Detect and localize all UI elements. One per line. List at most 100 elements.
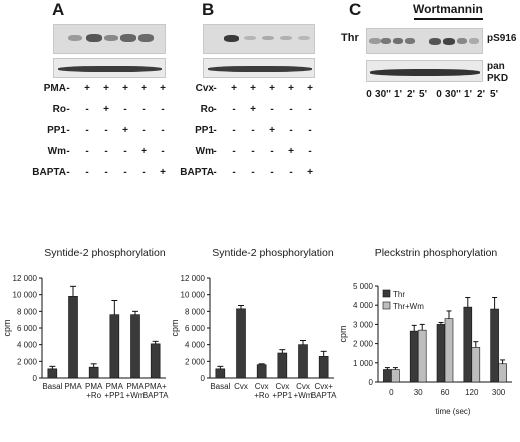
time-label: 30'': [375, 89, 391, 100]
y-tick-label: 3 000: [353, 320, 374, 329]
bar: [151, 344, 160, 378]
treatment-sign: +: [248, 104, 258, 115]
wortmannin-label: Wortmannin: [413, 2, 483, 16]
y-tick-label: 8 000: [17, 307, 38, 316]
x-tick-label: Cvx: [255, 382, 269, 391]
treatment-sign: -: [158, 125, 168, 136]
bar-thr-wm: [472, 347, 480, 382]
x-tick-label: PMA+: [145, 382, 167, 391]
treatment-sign: -: [305, 104, 315, 115]
y-tick-label: 0: [33, 374, 38, 383]
bar-thr: [491, 309, 499, 382]
thr-label: Thr: [341, 33, 359, 44]
y-tick-label: 6 000: [185, 324, 206, 333]
treatment-sign: -: [305, 146, 315, 157]
treatment-sign: +: [101, 104, 111, 115]
x-axis-label: time (sec): [435, 407, 470, 416]
treatment-sign: +: [139, 146, 149, 157]
treatment-sign: -: [286, 125, 296, 136]
treatment-sign: +: [229, 83, 239, 94]
x-tick-label: Cvx: [275, 382, 289, 391]
bar: [278, 353, 287, 378]
x-tick-label: PMA: [85, 382, 103, 391]
treatment-sign: +: [267, 83, 277, 94]
treatment-sign: +: [139, 83, 149, 94]
x-tick-label: 120: [465, 388, 479, 397]
treatment-sign: -: [229, 167, 239, 178]
pan-label: pan: [487, 61, 505, 72]
bar-thr: [464, 307, 472, 382]
x-tick-label: +Ro: [86, 391, 101, 400]
y-tick-label: 4 000: [17, 341, 38, 350]
blot-A-total: [53, 58, 166, 78]
bar-thr: [383, 370, 391, 382]
time-label: 30'': [445, 89, 461, 100]
treatment-sign: -: [158, 146, 168, 157]
legend-label: Thr: [393, 290, 405, 299]
treatment-sign: -: [210, 125, 220, 136]
treatment-sign: -: [229, 125, 239, 136]
treatment-sign: -: [286, 104, 296, 115]
legend-swatch: [383, 302, 390, 309]
x-tick-label: BAPTA: [143, 391, 169, 400]
chart3-pleckstrin: 0 1 000 2 000 3 000 4 000 5 000 cpm 0 30 60 120 300…: [338, 262, 520, 442]
bar: [319, 356, 328, 378]
treatment-sign: -: [229, 146, 239, 157]
x-tick-label: PMA: [64, 382, 82, 391]
treatment-sign: +: [120, 83, 130, 94]
treatment-sign: -: [267, 104, 277, 115]
treatment-sign: -: [139, 125, 149, 136]
treatment-sign: -: [63, 125, 73, 136]
treatment-sign: +: [305, 167, 315, 178]
y-tick-label: 2 000: [17, 357, 38, 366]
x-tick-label: BAPTA: [311, 391, 337, 400]
treatment-sign: -: [267, 146, 277, 157]
treatment-sign: -: [158, 104, 168, 115]
bar: [110, 315, 119, 378]
bar-thr-wm: [418, 330, 426, 382]
y-tick-label: 2 000: [353, 340, 374, 349]
treatment-sign: -: [210, 167, 220, 178]
x-tick-label: Cvx: [234, 382, 248, 391]
bar: [237, 309, 246, 378]
y-tick-label: 8 000: [185, 307, 206, 316]
time-label: 5': [486, 89, 502, 100]
treatment-sign: -: [305, 125, 315, 136]
treatment-sign: +: [82, 83, 92, 94]
bar: [299, 345, 308, 378]
treatment-sign: -: [82, 146, 92, 157]
bar-thr: [437, 324, 445, 382]
chart2-syntide-cvx: 02 0004 0006 0008 00010 00012 000cpmBasa…: [168, 262, 348, 412]
treatment-sign: -: [210, 146, 220, 157]
x-tick-label: Basal: [42, 382, 62, 391]
y-tick-label: 10 000: [13, 291, 38, 300]
y-axis-label: cpm: [2, 319, 12, 336]
x-tick-label: +Ro: [254, 391, 269, 400]
panel-B-letter: B: [202, 0, 214, 20]
treatment-sign: +: [248, 83, 258, 94]
treatment-sign: +: [286, 146, 296, 157]
y-tick-label: 0: [201, 374, 206, 383]
y-axis-label: cpm: [338, 325, 348, 342]
treatment-sign: -: [248, 146, 258, 157]
bar: [131, 315, 140, 378]
treatment-sign: -: [210, 83, 220, 94]
treatment-sign: -: [63, 83, 73, 94]
chart1-title: Syntide-2 phosphorylation: [30, 247, 180, 259]
x-tick-label: Basal: [210, 382, 230, 391]
treatment-sign: +: [120, 125, 130, 136]
x-tick-label: 0: [389, 388, 394, 397]
y-tick-label: 1 000: [353, 359, 374, 368]
x-tick-label: 60: [441, 388, 450, 397]
treatment-sign: +: [158, 167, 168, 178]
treatment-sign: -: [63, 146, 73, 157]
treatment-sign: -: [101, 125, 111, 136]
blot-C-panPKD: [366, 60, 483, 82]
treatment-sign: -: [101, 167, 111, 178]
x-tick-label: +PP1: [272, 391, 292, 400]
bar-thr-wm: [391, 370, 399, 382]
x-tick-label: 30: [414, 388, 423, 397]
bar: [89, 367, 98, 378]
x-tick-label: +PP1: [104, 391, 124, 400]
treatment-sign: -: [120, 146, 130, 157]
